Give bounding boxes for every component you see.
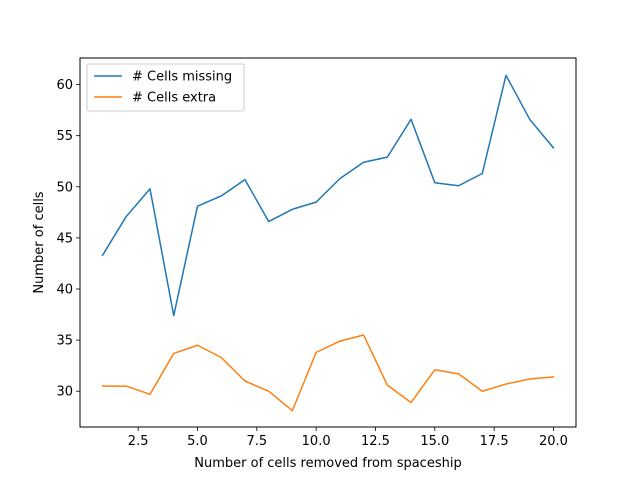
y-tick-label: 60 — [56, 78, 73, 93]
x-tick-label: 7.5 — [246, 434, 267, 449]
x-tick-label: 17.5 — [480, 434, 509, 449]
series-line-0 — [101, 74, 555, 317]
y-tick-label: 35 — [56, 334, 73, 349]
x-tick-label: 10.0 — [302, 434, 331, 449]
legend-label-1: # Cells extra — [132, 91, 216, 106]
y-axis-label: Number of cells — [32, 191, 47, 293]
series-layer — [101, 74, 555, 412]
x-tick-label: 12.5 — [361, 434, 390, 449]
legend-label-0: # Cells missing — [132, 70, 232, 85]
x-tick-label: 20.0 — [539, 434, 568, 449]
y-tick-label: 45 — [56, 231, 73, 246]
y-tick-label: 50 — [56, 180, 73, 195]
x-tick-label: 15.0 — [420, 434, 449, 449]
plot-frame — [79, 57, 577, 428]
x-axis-label: Number of cells removed from spaceship — [194, 456, 461, 471]
x-axis: 2.5 5.0 7.5 10.0 12.5 15.0 17.5 20.0 — [128, 427, 568, 449]
x-tick-label: 5.0 — [187, 434, 208, 449]
legend-box — [86, 63, 245, 112]
y-tick-label: 30 — [56, 385, 73, 400]
series-line-1 — [101, 334, 555, 412]
legend: # Cells missing # Cells extra — [86, 63, 245, 112]
y-axis: 30 35 40 45 50 55 60 — [56, 78, 80, 400]
x-tick-label: 2.5 — [128, 434, 149, 449]
y-tick-label: 55 — [56, 129, 73, 144]
y-tick-label: 40 — [56, 283, 73, 298]
